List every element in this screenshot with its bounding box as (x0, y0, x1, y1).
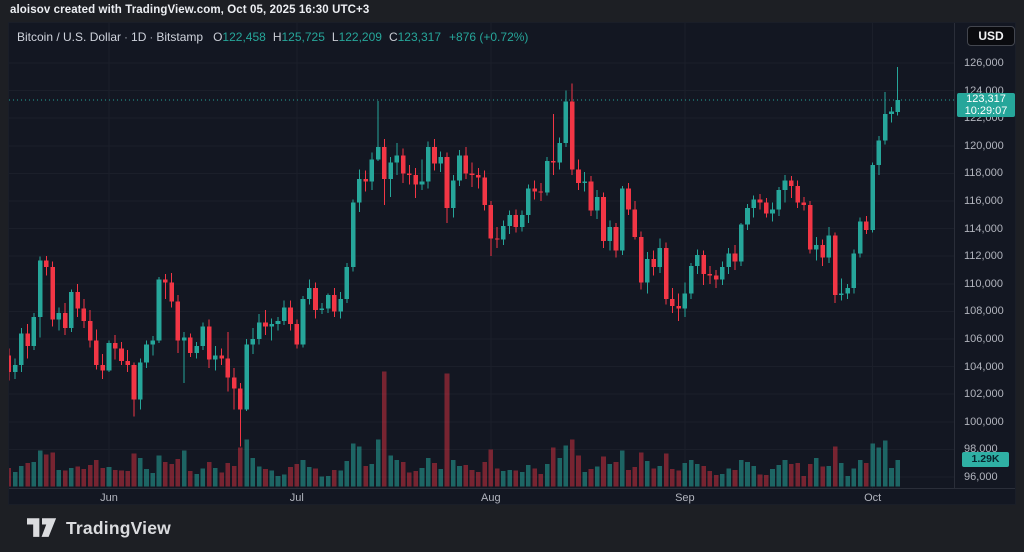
price-axis-label: 96,000 (964, 471, 998, 483)
change-value: +876 (+0.72%) (449, 30, 529, 44)
price-axis-label: 104,000 (964, 360, 1004, 373)
ohlc-letter: O (213, 30, 223, 44)
attribution-text: aloisov created with TradingView.com, Oc… (10, 4, 370, 16)
tradingview-logo-icon (27, 518, 57, 537)
price-axis-label: 120,000 (964, 139, 1004, 152)
exchange-label: Bitstamp (156, 30, 204, 44)
price-axis-label: 116,000 (964, 195, 1003, 207)
ohlc-values: O122,458 H125,725 L122,209 C123,317 (213, 30, 448, 44)
ohlc-value: 122,458 (222, 30, 266, 44)
price-axis-label: 110,000 (964, 277, 1003, 290)
price-axis-label: 118,000 (964, 167, 1003, 180)
price-axis-label: 106,000 (964, 333, 1004, 345)
ohlc-value: 123,317 (397, 30, 442, 44)
ohlc-pair: H125,725 (273, 30, 325, 44)
symbol-legend: Bitcoin / U.S. Dollar · 1D · Bitstamp O122,45… (17, 30, 528, 44)
ohlc-value: 122,209 (338, 30, 382, 44)
last-price-badge: 123,317 10:29:07 (957, 92, 1015, 117)
time-axis-label: Oct (864, 492, 882, 504)
ohlc-pair: L122,209 (332, 30, 382, 44)
price-axis-label: 126,000 (964, 57, 1004, 69)
price-axis-label: 108,000 (964, 305, 1004, 318)
price-axis-label: 114,000 (964, 222, 1003, 235)
tradingview-logo-text: TradingView (66, 517, 171, 538)
time-axis-label: Sep (675, 492, 695, 504)
time-axis-label: Jul (289, 492, 304, 504)
currency-toggle-button[interactable]: USD (967, 26, 1015, 46)
ohlc-pair: C123,317 (389, 30, 441, 44)
ohlc-letter: C (388, 30, 398, 44)
volume-bars (9, 371, 901, 487)
bar-countdown: 10:29:07 (964, 104, 1008, 117)
time-axis[interactable]: Jun Jul Aug Sep Oct (9, 488, 1015, 504)
price-axis-label: 100,000 (964, 415, 1004, 428)
last-price-value: 123,317 (966, 92, 1006, 105)
separator-dot: · (124, 30, 129, 44)
candlestick-chart[interactable] (9, 23, 954, 488)
candles (9, 66, 901, 447)
ohlc-letter: H (272, 30, 282, 44)
volume-badge: 1.29K (962, 452, 1009, 467)
time-axis-label: Jun (100, 492, 118, 504)
interval-label: 1D (131, 30, 147, 44)
separator-dot: · (149, 30, 154, 44)
bottom-bar: TradingView (0, 505, 1024, 552)
grid-lines (9, 23, 954, 488)
ohlc-letter: L (331, 30, 339, 44)
price-axis-label: 102,000 (964, 388, 1004, 401)
symbol-title[interactable]: Bitcoin / U.S. Dollar · 1D · Bitstamp (17, 30, 204, 44)
price-axis-label: 112,000 (964, 250, 1003, 263)
time-axis-label: Aug (481, 492, 501, 504)
chart-panel: Bitcoin / U.S. Dollar · 1D · Bitstamp O122,45… (8, 22, 1016, 505)
ohlc-value: 125,725 (281, 30, 325, 44)
tradingview-logo[interactable]: TradingView (27, 517, 171, 539)
ohlc-pair: O122,458 (213, 30, 266, 44)
